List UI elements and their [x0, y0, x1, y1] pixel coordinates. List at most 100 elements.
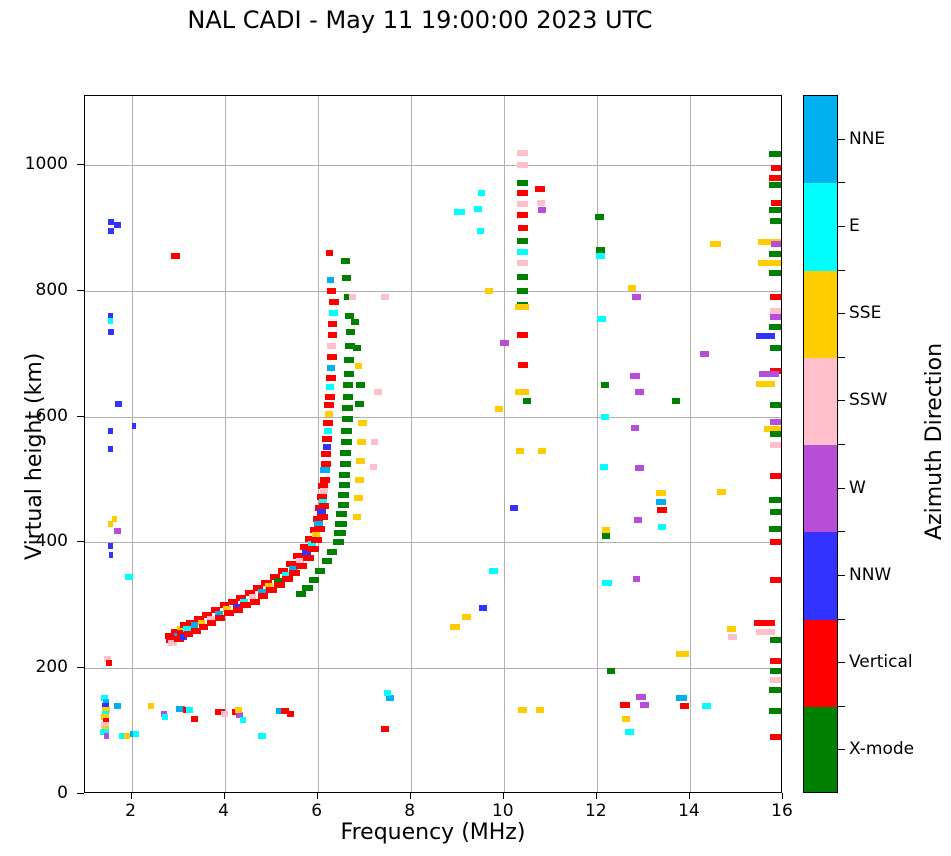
- echo-mark: [174, 636, 184, 643]
- echo-mark: [221, 710, 228, 717]
- echo-mark: [770, 199, 781, 206]
- echo-mark: [269, 574, 280, 581]
- echo-mark: [517, 237, 528, 244]
- echo-mark: [537, 207, 547, 214]
- echo-mark: [627, 284, 636, 291]
- echo-mark: [114, 528, 121, 535]
- echo-mark: [232, 607, 243, 614]
- echo-mark: [517, 331, 528, 338]
- echo-mark: [340, 438, 353, 445]
- echo-mark: [769, 324, 781, 331]
- echo-mark: [206, 616, 215, 623]
- echo-mark: [755, 381, 776, 387]
- echo-mark: [625, 729, 634, 736]
- echo-mark: [323, 402, 334, 409]
- echo-mark: [103, 733, 110, 740]
- x-tick: [595, 793, 597, 799]
- echo-mark: [183, 626, 192, 633]
- echo-mark: [518, 225, 529, 232]
- echo-mark: [210, 607, 220, 614]
- echo-mark: [289, 565, 298, 572]
- echo-mark: [536, 199, 546, 206]
- echo-mark: [296, 563, 308, 570]
- echo-mark: [165, 636, 177, 643]
- echo-mark: [102, 706, 110, 713]
- echo-mark: [326, 353, 337, 360]
- echo-mark: [518, 707, 527, 714]
- echo-mark: [769, 174, 781, 181]
- echo-mark: [769, 667, 781, 674]
- echo-mark: [517, 149, 528, 156]
- colorbar-label-x-mode: X-mode: [849, 739, 915, 760]
- echo-mark: [168, 640, 177, 647]
- echo-mark: [769, 496, 781, 503]
- echo-mark: [535, 186, 545, 193]
- echo-mark: [351, 319, 359, 326]
- echo-mark: [147, 702, 155, 709]
- echo-mark: [321, 558, 333, 565]
- echo-mark: [249, 598, 260, 605]
- echo-mark: [517, 190, 528, 197]
- echo-mark: [190, 627, 201, 634]
- echo-mark: [281, 572, 291, 579]
- echo-mark: [114, 401, 123, 408]
- echo-mark: [771, 240, 781, 247]
- gridline-vertical: [503, 96, 505, 792]
- echo-mark: [326, 548, 337, 555]
- echo-mark: [239, 716, 247, 723]
- echo-mark: [318, 482, 329, 489]
- echo-mark: [248, 594, 257, 601]
- echo-mark: [276, 707, 285, 714]
- page-title: NAL CADI - May 11 19:00:00 2023 UTC: [187, 6, 653, 34]
- echo-mark: [296, 591, 307, 598]
- echo-mark: [769, 431, 781, 438]
- echo-mark: [206, 619, 217, 626]
- echo-mark: [517, 259, 528, 266]
- echo-mark: [162, 714, 168, 721]
- echo-mark: [769, 308, 781, 315]
- colorbar-tick: [838, 138, 845, 140]
- colorbar-segment-vertical: [804, 619, 837, 707]
- colorbar-label-w: W: [849, 477, 866, 498]
- echo-mark: [299, 544, 310, 551]
- colorbar-segment-nne: [804, 96, 837, 184]
- echo-mark: [100, 695, 109, 702]
- echo-mark: [339, 481, 351, 488]
- y-tick-label: 600: [35, 405, 68, 426]
- echo-mark: [107, 318, 114, 325]
- echo-mark: [327, 343, 336, 350]
- echo-mark: [333, 539, 345, 546]
- echo-mark: [517, 212, 528, 219]
- echo-mark: [535, 707, 545, 714]
- echo-mark: [489, 567, 498, 574]
- echo-mark: [131, 423, 137, 430]
- echo-mark: [108, 552, 114, 559]
- echo-mark: [223, 606, 231, 613]
- echo-mark: [758, 370, 780, 377]
- colorbar-tick: [838, 313, 845, 315]
- echo-mark: [601, 533, 611, 540]
- echo-mark: [325, 374, 336, 381]
- echo-mark: [517, 274, 528, 281]
- echo-mark: [701, 702, 711, 709]
- echo-mark: [101, 721, 109, 728]
- echo-mark: [183, 630, 193, 637]
- echo-mark: [454, 209, 465, 216]
- echo-mark: [341, 275, 352, 282]
- echo-mark: [515, 303, 530, 310]
- colorbar-segment-nnw: [804, 532, 837, 620]
- y-tick-label: 400: [35, 531, 68, 552]
- echo-mark: [234, 706, 243, 713]
- echo-mark: [340, 460, 352, 467]
- echo-mark: [769, 525, 781, 532]
- echo-mark: [102, 702, 109, 709]
- echo-mark: [633, 517, 642, 524]
- echo-mark: [327, 287, 336, 294]
- echo-mark: [102, 710, 109, 717]
- echo-mark: [769, 657, 781, 664]
- echo-mark: [273, 582, 286, 589]
- x-tick-label: 6: [311, 801, 323, 821]
- colorbar-tick: [838, 400, 845, 402]
- echo-mark: [753, 619, 776, 626]
- echo-mark: [102, 718, 110, 725]
